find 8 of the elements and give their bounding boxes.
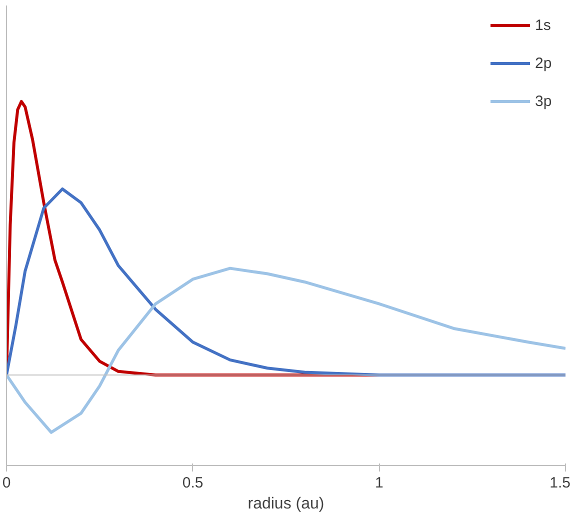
legend-label: 1s	[535, 16, 552, 34]
x-tick-label: 1.5	[550, 474, 571, 492]
x-tick-label: 1	[374, 474, 384, 492]
x-axis-title: radius (au)	[248, 496, 324, 512]
x-tick-label: 0	[2, 474, 11, 492]
legend-label: 3p	[535, 92, 553, 110]
legend-label: 2p	[535, 54, 553, 72]
x-tick-label: 0.5	[182, 474, 204, 492]
